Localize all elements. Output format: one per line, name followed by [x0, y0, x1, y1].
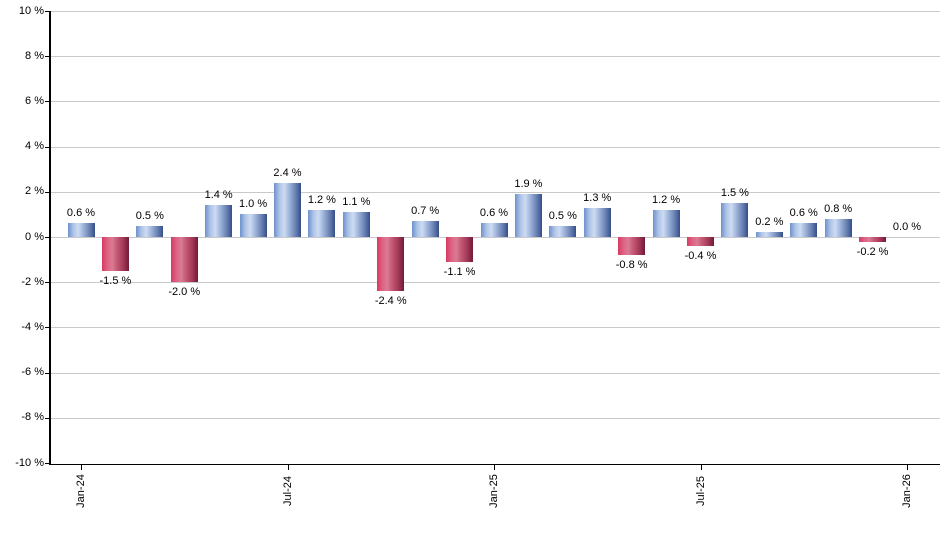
x-axis-tick-mark: [907, 465, 908, 470]
positive-bar: [342, 212, 370, 237]
bar-value-label: 0.0 %: [892, 221, 922, 233]
positive-bar: [136, 225, 164, 237]
gridline: [50, 237, 940, 238]
bar-value-label: 0.6 %: [789, 207, 818, 220]
x-axis-tick-label: Jan-25: [488, 474, 500, 508]
negative-bar: [170, 237, 198, 283]
bar-value-label: 0.5 %: [548, 209, 577, 222]
y-axis-tick-mark: [45, 146, 49, 148]
bar-value-label: 1.1 %: [342, 196, 371, 209]
positive-bar: [755, 232, 783, 237]
gridline: [50, 191, 940, 193]
positive-bar: [67, 223, 95, 237]
y-axis-tick-label: -2 %: [21, 275, 44, 288]
positive-bar: [583, 207, 611, 237]
positive-bar: [549, 225, 577, 237]
bar-value-label: -2.0 %: [168, 286, 201, 299]
gridline: [50, 282, 940, 284]
positive-bar: [721, 203, 749, 237]
gridline: [50, 56, 940, 58]
x-axis-tick-label: Jul-25: [694, 476, 707, 506]
bar-value-label: 1.5 %: [720, 187, 749, 200]
positive-bar: [824, 218, 852, 237]
y-axis-tick-mark: [45, 372, 49, 374]
y-axis-tick-mark: [45, 327, 49, 329]
x-axis-tick-mark: [700, 465, 702, 470]
bar-value-label: -0.4 %: [684, 250, 717, 263]
bar-value-label: -0.2 %: [856, 245, 889, 258]
bar-value-label: -1.1 %: [443, 265, 476, 278]
y-axis-tick-mark: [45, 282, 49, 284]
gridline: [50, 327, 940, 329]
x-axis-line: [49, 463, 940, 465]
bar-value-label: 0.5 %: [135, 209, 164, 222]
gridline: [50, 101, 940, 103]
negative-bar: [859, 237, 887, 242]
y-axis-tick-label: -4 %: [21, 320, 44, 333]
y-axis-line: [49, 11, 51, 465]
x-axis-tick-label: Jan-24: [75, 474, 87, 508]
y-axis-tick-mark: [45, 463, 49, 464]
positive-bar: [411, 221, 439, 237]
y-axis-tick-mark: [45, 417, 49, 419]
positive-bar: [790, 223, 818, 237]
positive-bar: [205, 205, 233, 237]
x-axis-tick-label: Jan-26: [901, 474, 913, 508]
negative-bar: [687, 237, 714, 247]
bar-value-label: 1.9 %: [514, 178, 543, 191]
y-axis-tick-label: 0 %: [25, 230, 44, 243]
bar-value-label: -1.5 %: [99, 274, 132, 287]
negative-bar: [618, 237, 646, 256]
y-axis-tick-mark: [45, 237, 49, 238]
y-axis-tick-label: 4 %: [25, 140, 44, 153]
y-axis-tick-label: -6 %: [21, 366, 44, 379]
y-axis-tick-mark: [45, 11, 49, 12]
positive-bar: [239, 214, 267, 237]
bar-value-label: 0.7 %: [411, 205, 440, 218]
x-axis-tick-mark: [81, 465, 82, 470]
bar-value-label: 0.2 %: [755, 216, 784, 229]
positive-bar: [514, 194, 542, 237]
y-axis-tick-mark: [45, 191, 49, 193]
positive-bar: [308, 209, 336, 237]
x-axis-tick-mark: [494, 465, 495, 470]
y-axis-tick-label: 8 %: [25, 49, 44, 62]
negative-bar: [101, 237, 129, 271]
gridline: [50, 417, 940, 419]
bar-value-label: 0.6 %: [479, 207, 509, 220]
y-axis-tick-mark: [45, 56, 49, 58]
bar-value-label: 0.6 %: [66, 207, 96, 220]
bar-value-label: 1.0 %: [239, 198, 268, 211]
positive-bar: [652, 209, 680, 237]
bar-value-label: 0.8 %: [824, 202, 853, 215]
bar-value-label: 1.2 %: [652, 193, 681, 206]
y-axis-tick-mark: [45, 101, 49, 103]
positive-bar: [480, 223, 508, 237]
bar-value-label: -2.4 %: [374, 295, 407, 308]
y-axis-tick-label: -8 %: [21, 411, 44, 424]
gridline: [50, 11, 940, 12]
negative-bar: [446, 237, 474, 262]
bar-value-label: 1.3 %: [583, 191, 612, 204]
y-axis-tick-label: -10 %: [15, 456, 44, 469]
bar-value-label: 1.4 %: [204, 189, 233, 202]
y-axis-tick-label: 2 %: [25, 185, 44, 198]
bar-value-label: 1.2 %: [307, 193, 336, 206]
x-axis-tick-mark: [287, 465, 289, 470]
bar-value-label: 2.4 %: [273, 166, 302, 179]
negative-bar: [377, 237, 405, 292]
y-axis-tick-label: 6 %: [25, 94, 44, 107]
gridline: [50, 146, 940, 148]
x-axis-tick-label: Jul-24: [281, 476, 294, 506]
positive-bar: [274, 182, 301, 237]
bar-value-label: -0.8 %: [615, 259, 648, 272]
gridline: [50, 372, 940, 374]
y-axis-tick-label: 10 %: [18, 4, 44, 17]
